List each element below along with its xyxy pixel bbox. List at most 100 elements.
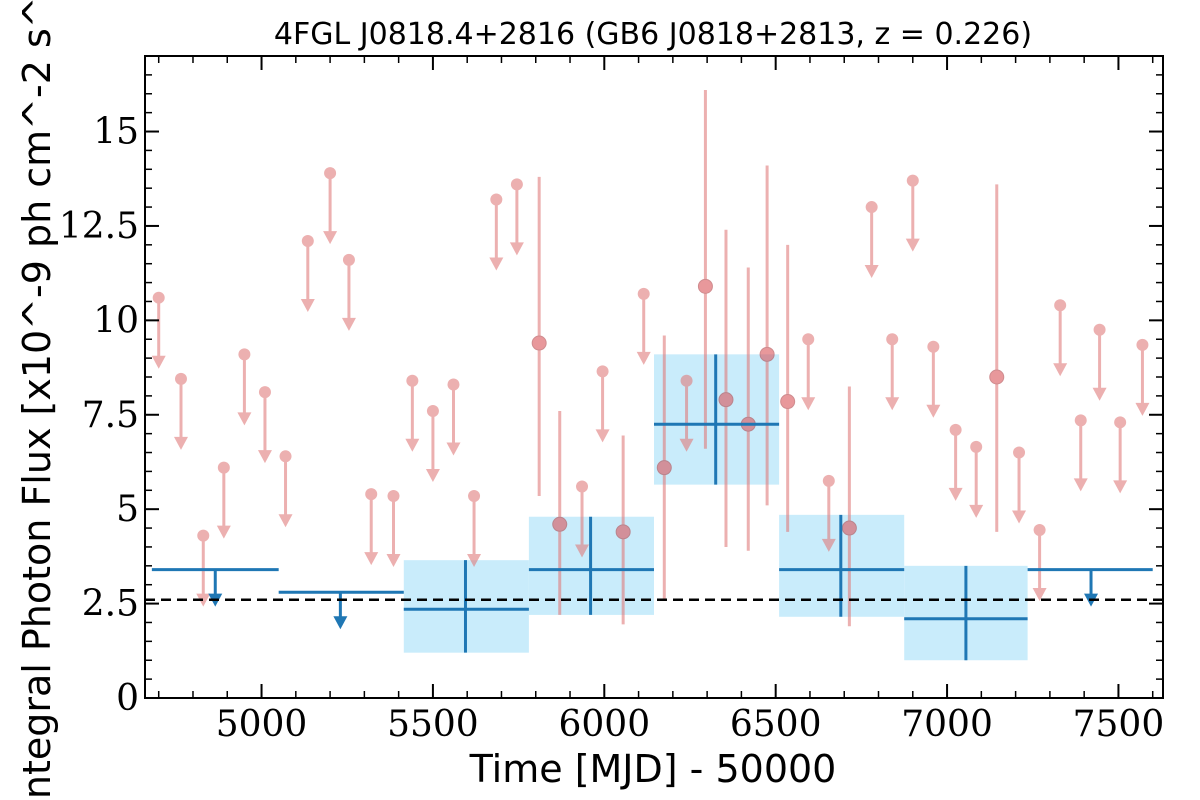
upper-limit-arrow	[364, 552, 379, 566]
y-tick-label: 2.5	[82, 584, 139, 625]
monthly-upper-limit	[1012, 446, 1027, 524]
upper-limit-point	[637, 287, 650, 300]
upper-limit-arrow	[1092, 387, 1107, 401]
monthly-upper-limit	[446, 378, 461, 456]
monthly-detection	[989, 184, 1005, 532]
upper-limit-arrow	[1113, 480, 1128, 494]
monthly-upper-limit	[1092, 323, 1107, 401]
upper-limit-arrow	[948, 487, 963, 501]
upper-limit-point	[324, 167, 337, 180]
monthly-upper-limit	[196, 529, 211, 607]
upper-limit-point	[949, 423, 962, 436]
monthly-upper-limit	[151, 291, 166, 369]
upper-limit-point	[1033, 523, 1046, 536]
x-tick-label: 6000	[558, 704, 650, 745]
monthly-detection	[656, 335, 672, 600]
upper-limit-point	[886, 333, 899, 346]
upper-limit-point	[1136, 338, 1149, 351]
upper-limit-arrow	[173, 436, 188, 450]
upper-limit-arrow	[926, 404, 941, 418]
upper-limit-arrow	[386, 553, 401, 567]
upper-limit-arrow	[341, 317, 356, 331]
upper-limit-point	[576, 480, 589, 493]
detection-point	[718, 392, 734, 408]
upper-limit-point	[197, 529, 210, 542]
monthly-upper-limit	[575, 480, 590, 558]
upper-limit-point	[447, 378, 460, 391]
monthly-upper-limit	[926, 340, 941, 418]
upper-limit-point	[301, 235, 314, 248]
plot-area	[145, 89, 1163, 661]
monthly-upper-limit	[386, 489, 401, 567]
upper-limit-point	[927, 340, 940, 353]
upper-limit-arrow	[196, 593, 211, 607]
monthly-upper-limit	[679, 374, 694, 452]
upper-limit-arrow	[405, 438, 420, 452]
x-tick-label: 7500	[1073, 704, 1165, 745]
monthly-detection	[531, 176, 547, 496]
monthly-upper-limit	[489, 193, 504, 271]
upper-limit-point	[510, 178, 523, 191]
upper-limit-point	[387, 489, 400, 502]
upper-limit-arrow	[1032, 587, 1047, 601]
upper-limit-point	[238, 348, 251, 361]
monthly-upper-limit	[323, 167, 338, 245]
yearly-upper-limit-arrow	[333, 616, 348, 630]
monthly-upper-limit	[173, 372, 188, 450]
upper-limit-point	[865, 201, 878, 214]
monthly-upper-limit	[948, 423, 963, 501]
monthly-upper-limit	[1032, 523, 1047, 601]
upper-limit-arrow	[595, 429, 610, 443]
detection-point	[552, 516, 568, 532]
upper-limit-point	[490, 193, 503, 206]
upper-limit-arrow	[821, 538, 836, 552]
monthly-detection	[718, 229, 734, 547]
upper-limit-arrow	[885, 397, 900, 411]
upper-limit-point	[426, 404, 439, 417]
detection-point	[759, 346, 775, 362]
y-tick-label: 0	[116, 678, 139, 719]
upper-limit-arrow	[905, 238, 920, 252]
upper-limit-point	[1013, 446, 1026, 459]
detection-point	[989, 369, 1005, 385]
monthly-upper-limit	[1113, 416, 1128, 494]
upper-limit-arrow	[446, 442, 461, 456]
upper-limit-arrow	[636, 351, 651, 365]
monthly-upper-limit	[257, 386, 272, 464]
upper-limit-arrow	[151, 355, 166, 369]
y-tick-label: 15	[93, 112, 139, 153]
x-tick-label: 5500	[387, 704, 479, 745]
monthly-upper-limit	[300, 235, 315, 313]
upper-limit-arrow	[489, 257, 504, 271]
upper-limit-point	[1093, 323, 1106, 336]
upper-limit-point	[596, 365, 609, 378]
monthly-detection	[841, 386, 857, 627]
y-tick-label: 5	[116, 489, 139, 530]
chart-title: 4FGL J0818.4+2816 (GB6 J0818+2813, z = 0…	[274, 17, 1032, 52]
monthly-upper-limit	[864, 201, 879, 279]
y-tick-label: 7.5	[82, 395, 139, 436]
monthly-detection	[552, 410, 568, 615]
upper-limit-arrow	[509, 242, 524, 256]
monthly-upper-limit	[467, 489, 482, 567]
x-tick-label: 6500	[730, 704, 822, 745]
upper-limit-arrow	[575, 544, 590, 558]
y-axis-label: Integral Photon Flux [x10^-9 ph cm^-2 s^…	[15, 0, 59, 800]
upper-limit-point	[365, 488, 378, 501]
monthly-detection	[759, 165, 775, 506]
upper-limit-point	[802, 333, 815, 346]
monthly-upper-limit	[1135, 338, 1150, 416]
upper-limit-point	[342, 253, 355, 266]
monthly-upper-limit	[1073, 414, 1088, 492]
x-tick-label: 7000	[901, 704, 993, 745]
monthly-upper-limit	[405, 374, 420, 452]
upper-limit-arrow	[801, 397, 816, 411]
plot-frame	[144, 55, 1164, 699]
detection-point	[697, 278, 713, 294]
upper-limit-point	[217, 461, 230, 474]
upper-limit-point	[1074, 414, 1087, 427]
upper-limit-point	[970, 440, 983, 453]
upper-limit-arrow	[257, 450, 272, 464]
monthly-detection	[697, 89, 713, 449]
